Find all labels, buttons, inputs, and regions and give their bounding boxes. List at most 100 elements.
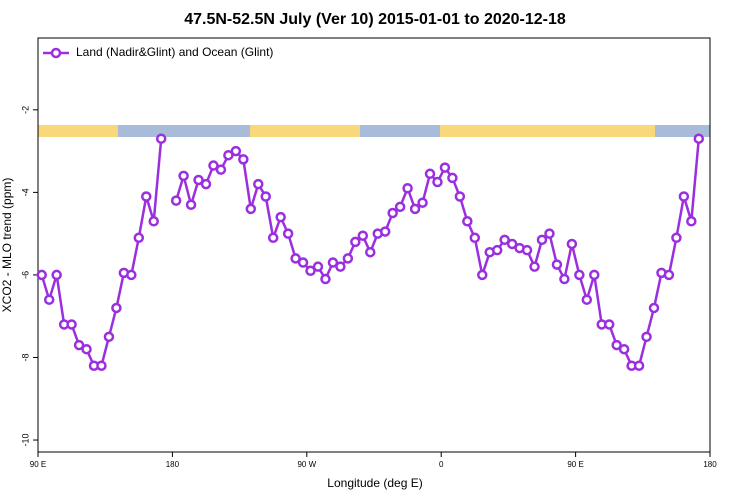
data-point (148, 216, 159, 227)
data-point (267, 232, 279, 244)
data-point (51, 269, 62, 281)
data-point (81, 343, 92, 355)
land-strip (38, 125, 118, 137)
data-point (282, 228, 294, 239)
data-point (521, 244, 533, 256)
x-tick-label: 180 (703, 460, 717, 469)
data-point (342, 253, 354, 264)
data-point (96, 360, 107, 371)
data-point (200, 178, 212, 190)
ocean-strip (360, 125, 440, 137)
data-point (297, 257, 309, 268)
data-point (111, 302, 122, 314)
data-point (402, 182, 413, 194)
data-point (387, 207, 398, 219)
ocean-strip (118, 125, 250, 137)
data-point (312, 261, 324, 272)
data-point (648, 302, 660, 314)
data-point (208, 160, 219, 171)
data-point (491, 244, 503, 256)
x-tick-label: 0 (439, 460, 444, 469)
data-point (290, 253, 301, 264)
data-point (603, 319, 615, 330)
data-point (424, 168, 436, 180)
data-point (43, 294, 55, 305)
y-axis-label: XCO2 - MLO trend (ppm) (0, 178, 14, 313)
data-point (581, 294, 593, 305)
data-point (155, 133, 167, 144)
data-point (417, 197, 428, 208)
data-point (663, 269, 675, 281)
data-point (671, 232, 682, 244)
data-point (215, 164, 227, 175)
data-point (499, 234, 510, 246)
data-point (454, 191, 466, 202)
data-point (678, 191, 690, 202)
land-ocean-band (38, 125, 710, 137)
data-point (589, 269, 600, 281)
data-point (641, 331, 652, 343)
data-point (574, 269, 585, 281)
data-point (170, 195, 182, 206)
data-point (275, 211, 286, 223)
data-point (529, 261, 540, 272)
y-tick-label: -6 (20, 271, 30, 279)
data-point (686, 216, 697, 227)
data-point (439, 162, 451, 173)
data-point (469, 232, 481, 244)
data-point (141, 191, 152, 202)
y-tick-label: -10 (20, 434, 30, 447)
data-point (238, 154, 249, 165)
data-point (432, 176, 443, 188)
data-point (357, 230, 369, 241)
data-point (365, 246, 376, 258)
x-tick-label: 180 (166, 460, 180, 469)
data-point (185, 199, 197, 211)
plot-frame (37, 37, 711, 453)
data-point (230, 145, 242, 157)
x-tick-label: 90 W (297, 460, 316, 469)
data-point (536, 234, 548, 246)
data-point (260, 191, 271, 202)
data-point (245, 203, 257, 215)
data-point (566, 238, 578, 250)
data-point (559, 273, 570, 285)
data-point (551, 259, 563, 270)
ocean-strip (655, 125, 710, 137)
data-point (327, 257, 339, 268)
data-point (506, 238, 518, 250)
data-point (350, 236, 361, 248)
data-point (133, 232, 145, 244)
data-point (693, 133, 705, 144)
data-point (394, 201, 406, 213)
data-point (409, 203, 421, 215)
x-axis-label: Longitude (deg E) (327, 476, 422, 490)
data-point (320, 273, 331, 285)
legend-marker (50, 47, 62, 59)
data-point (462, 216, 473, 227)
land-strip (440, 125, 655, 137)
data-point (73, 339, 85, 351)
data-point (193, 174, 204, 186)
data-point (335, 261, 346, 272)
data-point (477, 269, 488, 281)
data-point (178, 170, 189, 182)
data-point (305, 265, 316, 277)
data-point (126, 269, 137, 281)
x-tick-label: 90 E (30, 460, 46, 469)
data-point (223, 149, 234, 161)
data-point (544, 228, 555, 239)
data-point (36, 269, 47, 281)
y-tick-label: -8 (20, 353, 30, 361)
chart-title: 47.5N-52.5N July (Ver 10) 2015-01-01 to … (184, 11, 566, 28)
data-point (66, 319, 77, 330)
y-tick-label: -4 (20, 188, 30, 196)
data-point (447, 172, 458, 184)
data-point (379, 226, 391, 237)
land-strip (250, 125, 360, 137)
y-tick-label: -2 (20, 106, 30, 114)
data-point (618, 343, 630, 355)
legend-label: Land (Nadir&Glint) and Ocean (Glint) (76, 45, 273, 59)
data-point (611, 339, 622, 351)
